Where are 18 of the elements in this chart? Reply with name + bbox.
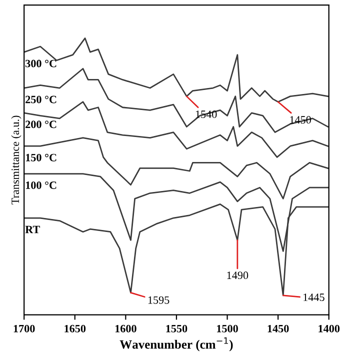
series-label: 200 °C [26, 120, 56, 128]
x-tick-label: 1550 [166, 324, 188, 332]
x-tick-label: 1500 [217, 324, 238, 332]
series-label: 150 °C [26, 154, 56, 162]
series-label: 250 °C [26, 96, 56, 104]
x-tick-label: 1450 [268, 324, 289, 332]
series-label: RT [25, 226, 40, 234]
annotation: 1445 [304, 294, 324, 302]
annotation: 1595 [148, 296, 170, 304]
series-label: 100 °C [26, 181, 56, 189]
x-tick-label: 1700 [14, 324, 35, 332]
annotation: 1490 [227, 272, 248, 280]
x-axis-title: Wavenumber (cm$^{−1}$) [120, 337, 233, 352]
x-tick-label: 1400 [318, 324, 340, 332]
y-axis-title: Transmittance (a.u.) [11, 116, 22, 204]
x-tick-label: 1650 [64, 324, 86, 332]
x-tick-label: 1600 [115, 324, 136, 332]
series-label: 300 °C [26, 60, 56, 68]
